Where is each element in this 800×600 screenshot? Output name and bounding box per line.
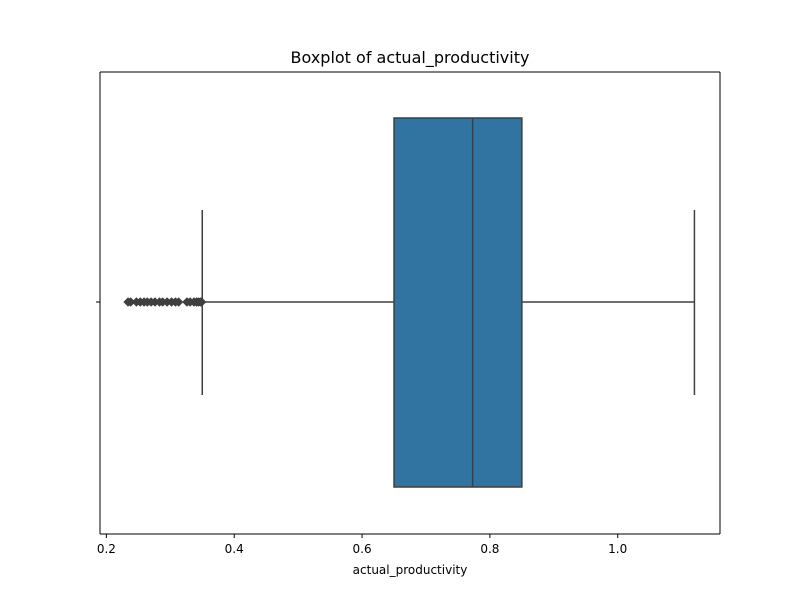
- outlier-point: [173, 297, 184, 307]
- x-tick-label: 0.2: [97, 542, 116, 556]
- x-tick-label: 0.4: [225, 542, 244, 556]
- outlier-point: [196, 297, 207, 307]
- x-tick-label: 0.6: [353, 542, 372, 556]
- x-tick-label: 1.0: [608, 542, 627, 556]
- x-axis-label: actual_productivity: [353, 563, 468, 577]
- iqr-box: [393, 117, 523, 488]
- plot-area: 0.2 0.4 0.6 0.8 1.0: [96, 71, 721, 556]
- chart-title: Boxplot of actual_productivity: [291, 48, 530, 68]
- x-tick-label: 0.8: [480, 542, 499, 556]
